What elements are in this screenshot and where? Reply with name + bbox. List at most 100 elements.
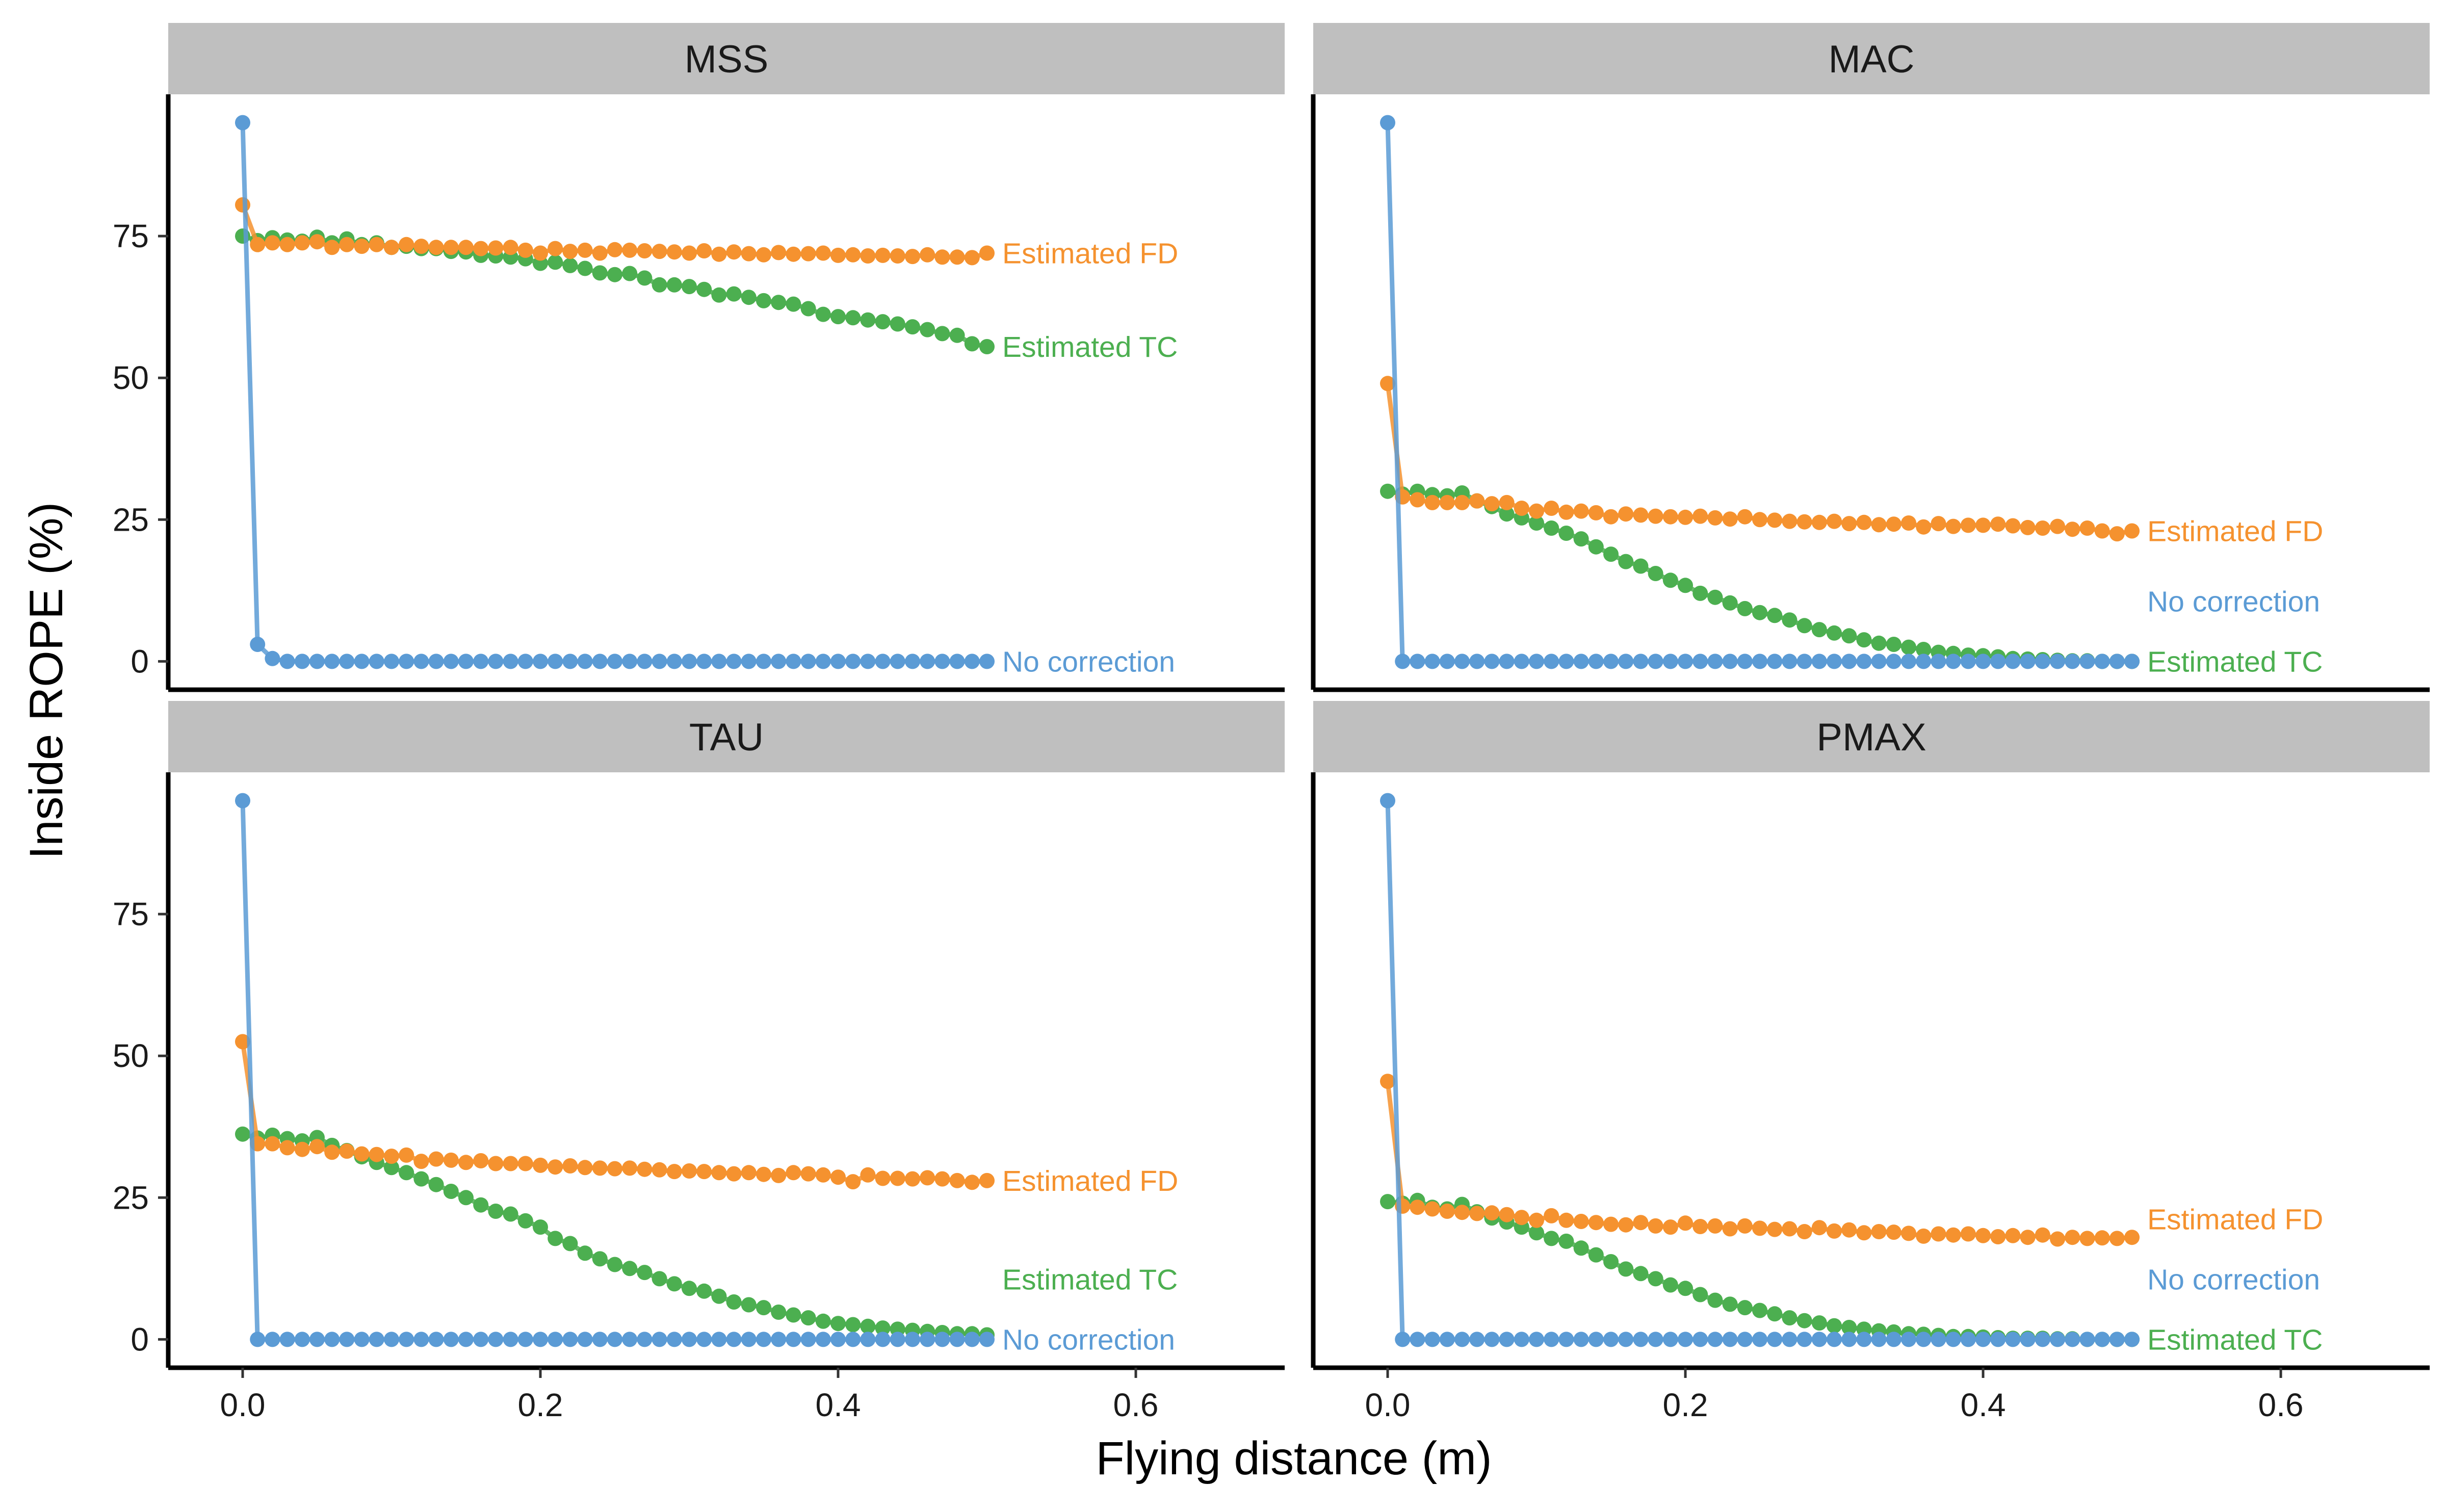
data-point-no-correction — [2094, 654, 2110, 669]
data-point-no-correction — [1722, 1332, 1738, 1347]
data-point-estimated-tc — [1499, 506, 1515, 522]
data-point-estimated-tc — [1678, 578, 1693, 593]
y-tick-label: 0 — [131, 1321, 149, 1358]
data-point-estimated-fd — [2079, 520, 2095, 536]
data-point-no-correction — [1975, 654, 1991, 669]
data-point-estimated-tc — [1588, 539, 1604, 555]
data-point-estimated-fd — [279, 237, 295, 252]
data-point-estimated-fd — [1797, 1224, 1812, 1239]
data-point-estimated-fd — [1827, 513, 1842, 529]
data-point-estimated-fd — [622, 1160, 638, 1176]
series-label-no-correction: No correction — [2147, 1263, 2320, 1296]
data-point-no-correction — [786, 654, 801, 669]
data-point-no-correction — [2035, 1332, 2050, 1347]
series-label-estimated-fd: Estimated FD — [2147, 515, 2323, 548]
data-point-no-correction — [2109, 1332, 2125, 1347]
data-point-estimated-fd — [1454, 494, 1470, 510]
x-tick-label: 0.6 — [2258, 1387, 2304, 1423]
data-point-estimated-fd — [726, 1166, 742, 1182]
data-point-no-correction — [1916, 1332, 1932, 1347]
data-point-estimated-tc — [1782, 612, 1798, 628]
data-point-estimated-tc — [399, 1165, 414, 1181]
data-point-no-correction — [369, 1332, 384, 1347]
data-point-no-correction — [354, 654, 370, 669]
data-point-estimated-fd — [1529, 1212, 1544, 1228]
data-point-no-correction — [1797, 1332, 1812, 1347]
data-point-estimated-fd — [473, 241, 489, 256]
data-point-estimated-fd — [428, 1151, 444, 1167]
data-point-estimated-fd — [920, 1170, 935, 1186]
data-point-estimated-fd — [384, 1149, 399, 1164]
x-tick-label: 0.2 — [518, 1387, 563, 1423]
data-point-estimated-tc — [771, 1305, 787, 1320]
data-point-no-correction — [1662, 1332, 1678, 1347]
data-point-no-correction — [1827, 1332, 1842, 1347]
data-point-estimated-fd — [1499, 1207, 1515, 1222]
data-point-no-correction — [1797, 654, 1812, 669]
data-point-estimated-fd — [890, 248, 905, 264]
data-point-no-correction — [1901, 1332, 1916, 1347]
data-point-estimated-tc — [1558, 1233, 1574, 1249]
data-point-no-correction — [1544, 1332, 1559, 1347]
series-label-no-correction: No correction — [1002, 645, 1175, 678]
data-point-no-correction — [2050, 654, 2065, 669]
data-point-no-correction — [622, 654, 638, 669]
data-point-estimated-fd — [1901, 1226, 1916, 1241]
data-point-estimated-tc — [1693, 585, 1708, 601]
y-tick-label: 25 — [113, 1179, 149, 1216]
data-point-estimated-tc — [1737, 601, 1753, 616]
data-point-estimated-tc — [637, 1265, 653, 1281]
data-point-no-correction — [2109, 654, 2125, 669]
data-point-no-correction — [399, 1332, 414, 1347]
data-point-estimated-fd — [1469, 1206, 1485, 1221]
data-point-estimated-fd — [1573, 1214, 1589, 1229]
data-point-estimated-fd — [637, 243, 653, 258]
data-point-estimated-fd — [443, 240, 459, 255]
data-point-no-correction — [964, 1332, 980, 1347]
series-label-estimated-tc: Estimated TC — [2147, 645, 2323, 678]
data-point-estimated-tc — [1797, 1313, 1812, 1328]
data-point-estimated-fd — [354, 239, 370, 254]
data-point-no-correction — [577, 654, 593, 669]
data-point-no-correction — [339, 1332, 355, 1347]
x-tick-label: 0.4 — [816, 1387, 861, 1423]
series-estimated-fd — [235, 1034, 995, 1190]
data-point-estimated-fd — [1990, 1229, 2006, 1244]
data-point-estimated-tc — [830, 309, 846, 325]
data-point-estimated-tc — [235, 1126, 250, 1142]
data-point-no-correction — [1439, 654, 1455, 669]
data-point-estimated-tc — [1662, 572, 1678, 588]
data-point-estimated-tc — [1737, 1300, 1753, 1316]
data-point-estimated-fd — [2065, 522, 2080, 537]
data-point-no-correction — [1722, 654, 1738, 669]
data-point-no-correction — [488, 654, 504, 669]
data-point-estimated-fd — [771, 1167, 787, 1183]
data-point-estimated-fd — [666, 244, 682, 260]
data-point-estimated-fd — [309, 1139, 325, 1155]
data-point-estimated-fd — [815, 245, 831, 261]
data-point-no-correction — [1693, 654, 1708, 669]
data-point-estimated-fd — [265, 1136, 280, 1152]
data-point-estimated-fd — [875, 1170, 891, 1186]
data-point-estimated-fd — [1588, 505, 1604, 520]
series-label-no-correction: No correction — [1002, 1323, 1175, 1356]
data-point-estimated-tc — [1811, 622, 1827, 638]
data-point-no-correction — [622, 1332, 638, 1347]
data-point-estimated-tc — [920, 322, 935, 337]
data-point-estimated-fd — [949, 249, 965, 265]
data-point-estimated-fd — [1693, 508, 1708, 524]
data-point-no-correction — [1424, 1332, 1440, 1347]
data-point-estimated-fd — [548, 241, 563, 256]
data-point-estimated-fd — [339, 1143, 355, 1159]
data-point-estimated-fd — [2079, 1231, 2095, 1246]
data-point-estimated-fd — [979, 245, 995, 261]
data-point-estimated-fd — [250, 237, 266, 252]
data-point-no-correction — [905, 654, 920, 669]
x-tick-label: 0.0 — [1365, 1387, 1411, 1423]
data-point-estimated-fd — [1380, 1074, 1395, 1089]
data-point-estimated-fd — [1960, 1226, 1976, 1242]
data-point-estimated-fd — [696, 1164, 712, 1180]
data-point-estimated-fd — [592, 245, 608, 261]
data-point-no-correction — [369, 654, 384, 669]
data-point-no-correction — [666, 654, 682, 669]
